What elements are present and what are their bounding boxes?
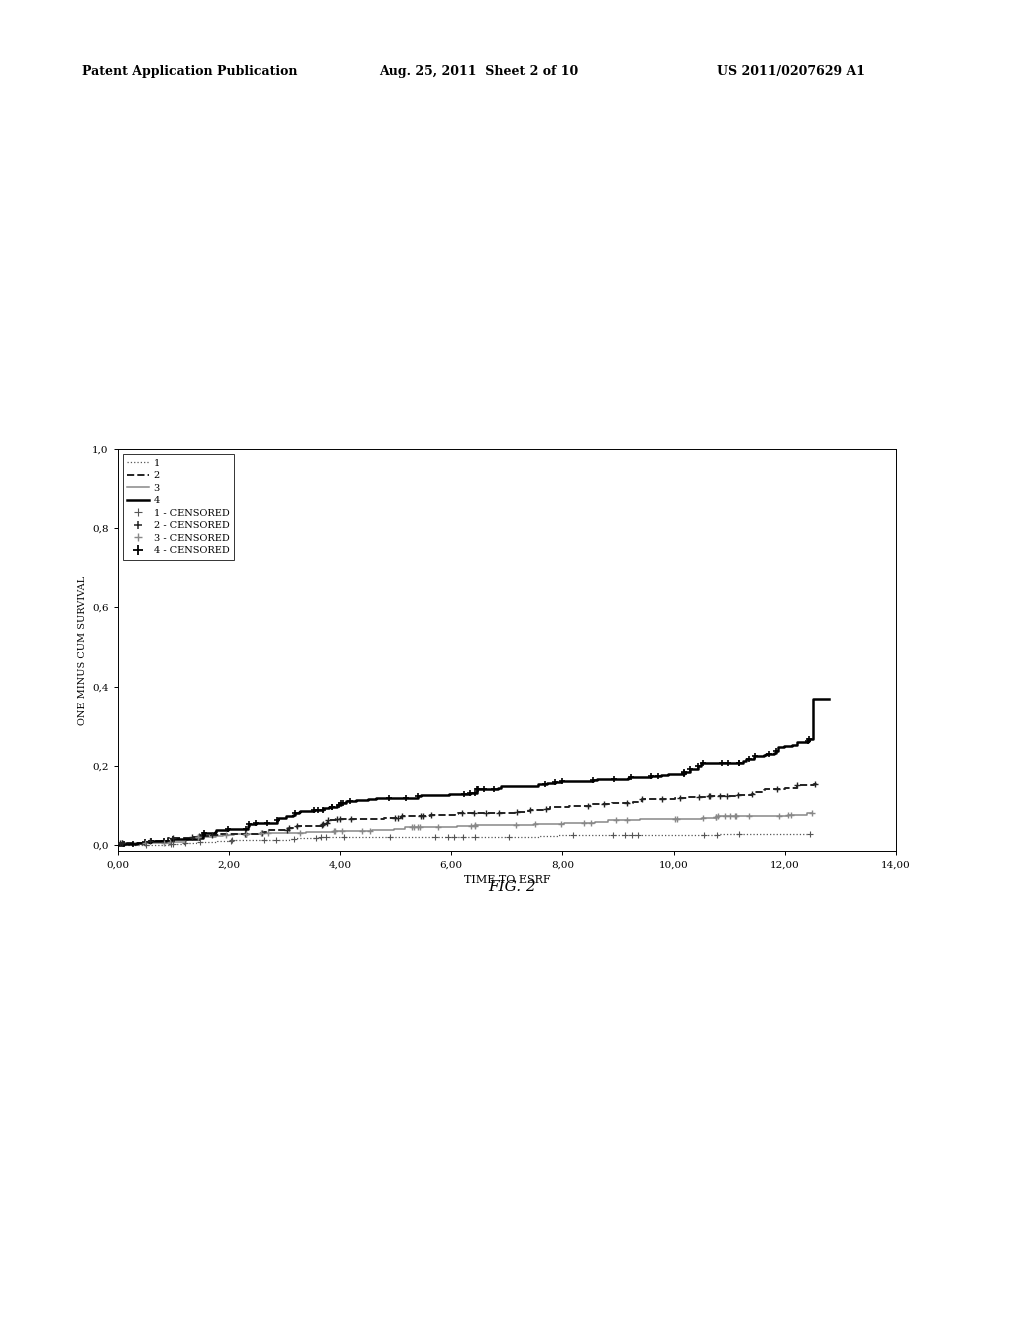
X-axis label: TIME TO ESRF: TIME TO ESRF — [464, 875, 550, 884]
Y-axis label: ONE MINUS CUM SURVIVAL: ONE MINUS CUM SURVIVAL — [78, 576, 87, 725]
Text: Patent Application Publication: Patent Application Publication — [82, 65, 297, 78]
Text: Aug. 25, 2011  Sheet 2 of 10: Aug. 25, 2011 Sheet 2 of 10 — [379, 65, 579, 78]
Legend: 1, 2, 3, 4, 1 - CENSORED, 2 - CENSORED, 3 - CENSORED, 4 - CENSORED: 1, 2, 3, 4, 1 - CENSORED, 2 - CENSORED, … — [123, 454, 234, 560]
Text: US 2011/0207629 A1: US 2011/0207629 A1 — [717, 65, 865, 78]
Text: FIG. 2: FIG. 2 — [488, 880, 536, 894]
